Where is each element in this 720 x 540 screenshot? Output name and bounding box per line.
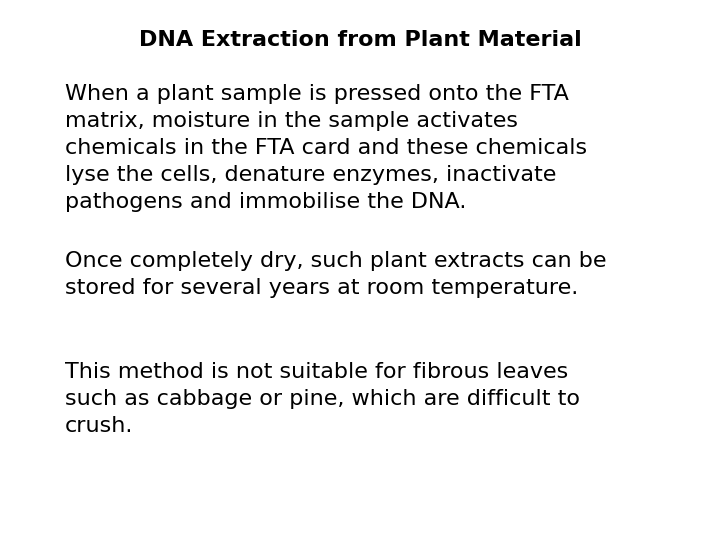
Text: When a plant sample is pressed onto the FTA
matrix, moisture in the sample activ: When a plant sample is pressed onto the … (65, 84, 587, 213)
Text: DNA Extraction from Plant Material: DNA Extraction from Plant Material (139, 30, 581, 50)
Text: Once completely dry, such plant extracts can be
stored for several years at room: Once completely dry, such plant extracts… (65, 251, 606, 298)
Text: This method is not suitable for fibrous leaves
such as cabbage or pine, which ar: This method is not suitable for fibrous … (65, 362, 580, 436)
